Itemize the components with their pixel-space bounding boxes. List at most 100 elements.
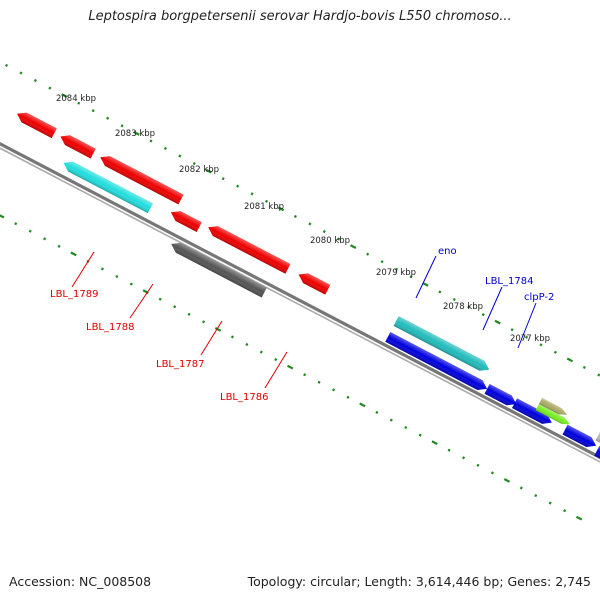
- inner-tick-mark: [70, 251, 77, 257]
- outer-tick-mark: [19, 71, 23, 75]
- inner-tick-mark: [563, 509, 567, 513]
- outer-tick-mark: [61, 93, 68, 98]
- gene-arrow-shading: [60, 135, 96, 159]
- outer-tick-mark: [236, 184, 240, 188]
- inner-tick-mark: [230, 335, 234, 339]
- tick-ring: 2084 kbp 2083 kbp 2082 kbp 2081 kbp 2080 kbp…: [0, 63, 600, 521]
- inner-tick-mark: [490, 471, 494, 475]
- inner-tick-mark: [462, 456, 466, 460]
- inner-tick-mark: [447, 448, 451, 452]
- inner-tick-mark: [404, 425, 408, 430]
- gene-label-leader: [129, 283, 154, 319]
- gene-feature[interactable]: [393, 316, 492, 374]
- outer-tick-mark: [422, 282, 429, 287]
- gene-feature[interactable]: [535, 404, 572, 427]
- gene-feature[interactable]: [296, 270, 331, 295]
- gene-feature[interactable]: [385, 332, 489, 394]
- inner-tick-mark: [201, 320, 206, 324]
- outer-tick-mark: [597, 373, 600, 377]
- chromosome-backbone: [0, 141, 600, 463]
- gene-arrow-shading: [393, 316, 490, 371]
- inner-tick-mark: [548, 501, 552, 505]
- gene-feature[interactable]: [58, 132, 96, 159]
- gene-label[interactable]: clpP-2: [524, 292, 554, 303]
- gene-feature[interactable]: [511, 398, 554, 427]
- inner-tick-mark: [43, 237, 47, 241]
- outer-tick-mark: [494, 319, 501, 325]
- tick-label: 2077 kbp: [510, 334, 550, 344]
- gene-feature[interactable]: [594, 445, 600, 484]
- gene-feature[interactable]: [562, 424, 598, 451]
- outer-tick-mark: [566, 357, 574, 363]
- inner-tick-mark: [57, 244, 61, 248]
- outer-tick-mark: [205, 168, 212, 174]
- gene-label[interactable]: LBL_1784: [485, 276, 533, 287]
- inner-tick-mark: [28, 229, 32, 233]
- gene-label[interactable]: LBL_1787: [156, 359, 204, 370]
- inner-tick-mark: [245, 342, 249, 347]
- gene-label[interactable]: LBL_1788: [86, 322, 134, 333]
- gene-label[interactable]: LBL_1789: [50, 289, 98, 300]
- gene-feature[interactable]: [484, 383, 519, 409]
- gene-label-leader: [200, 320, 223, 356]
- outer-tick-mark: [582, 365, 586, 370]
- gene-feature[interactable]: [98, 152, 184, 205]
- outer-tick-mark: [395, 267, 399, 271]
- inner-tick-mark: [575, 515, 583, 521]
- outer-tick-mark: [4, 63, 9, 67]
- outer-tick-mark: [380, 260, 384, 264]
- gene-arrow-shading: [171, 242, 267, 298]
- gene-arrow-shading: [535, 404, 571, 425]
- outer-tick-mark: [322, 229, 326, 234]
- outer-tick-mark: [265, 199, 269, 203]
- outer-tick-mark: [192, 161, 196, 166]
- tick-label: 2082 kbp: [179, 165, 219, 175]
- inner-tick-mark: [346, 395, 350, 399]
- outer-tick-mark: [553, 350, 557, 354]
- inner-tick-mark: [359, 402, 366, 408]
- accession-info: Accession: NC_008508: [9, 574, 151, 589]
- inner-tick-mark: [259, 350, 263, 354]
- gene-label-leader: [71, 251, 95, 288]
- outer-tick-mark: [106, 116, 110, 120]
- gene-feature[interactable]: [538, 397, 569, 418]
- gene-arrow-shading: [484, 383, 517, 406]
- gene-label[interactable]: LBL_1786: [220, 392, 268, 403]
- outer-tick-mark: [467, 305, 471, 309]
- gene-arrow-shading: [511, 398, 552, 424]
- inner-tick-mark: [389, 418, 393, 422]
- gene-label[interactable]: eno: [438, 246, 457, 257]
- gene-arrow-shading: [170, 211, 202, 232]
- gene-feature[interactable]: [61, 158, 153, 214]
- gene-arrow-shading: [298, 273, 331, 295]
- inner-tick-mark: [476, 463, 480, 467]
- tick-label: 2080 kbp: [310, 236, 350, 246]
- inner-tick-mark: [303, 373, 307, 377]
- gene-label-leader: [415, 255, 437, 299]
- inner-tick-mark: [0, 214, 5, 219]
- outer-tick-mark: [293, 214, 297, 218]
- outer-tick-mark: [33, 78, 37, 83]
- inner-tick-mark: [375, 410, 379, 415]
- genes-label: Genes:: [507, 574, 552, 589]
- inner-tick-mark: [14, 222, 18, 226]
- gene-feature[interactable]: [14, 109, 57, 139]
- backbone-line: [0, 147, 600, 463]
- outer-tick-mark: [481, 313, 485, 317]
- gene-feature[interactable]: [168, 207, 202, 232]
- inner-tick-mark: [214, 327, 222, 332]
- gene-arrow-shading: [385, 332, 488, 390]
- genome-summary: Topology: circular; Length: 3,614,446 bp…: [247, 574, 591, 589]
- map-title: Leptospira borgpetersenii serovar Hardjo…: [88, 9, 512, 24]
- gene-label-leader: [264, 351, 288, 389]
- accession-label: Accession:: [9, 574, 76, 589]
- gene-feature[interactable]: [206, 222, 291, 274]
- outer-tick-mark: [539, 343, 543, 347]
- gene-feature[interactable]: [169, 239, 267, 298]
- inner-tick-mark: [115, 274, 119, 279]
- outer-tick-mark: [149, 139, 153, 143]
- outer-tick-mark: [221, 177, 225, 181]
- outer-tick-mark: [277, 206, 285, 212]
- outer-tick-mark: [91, 109, 95, 113]
